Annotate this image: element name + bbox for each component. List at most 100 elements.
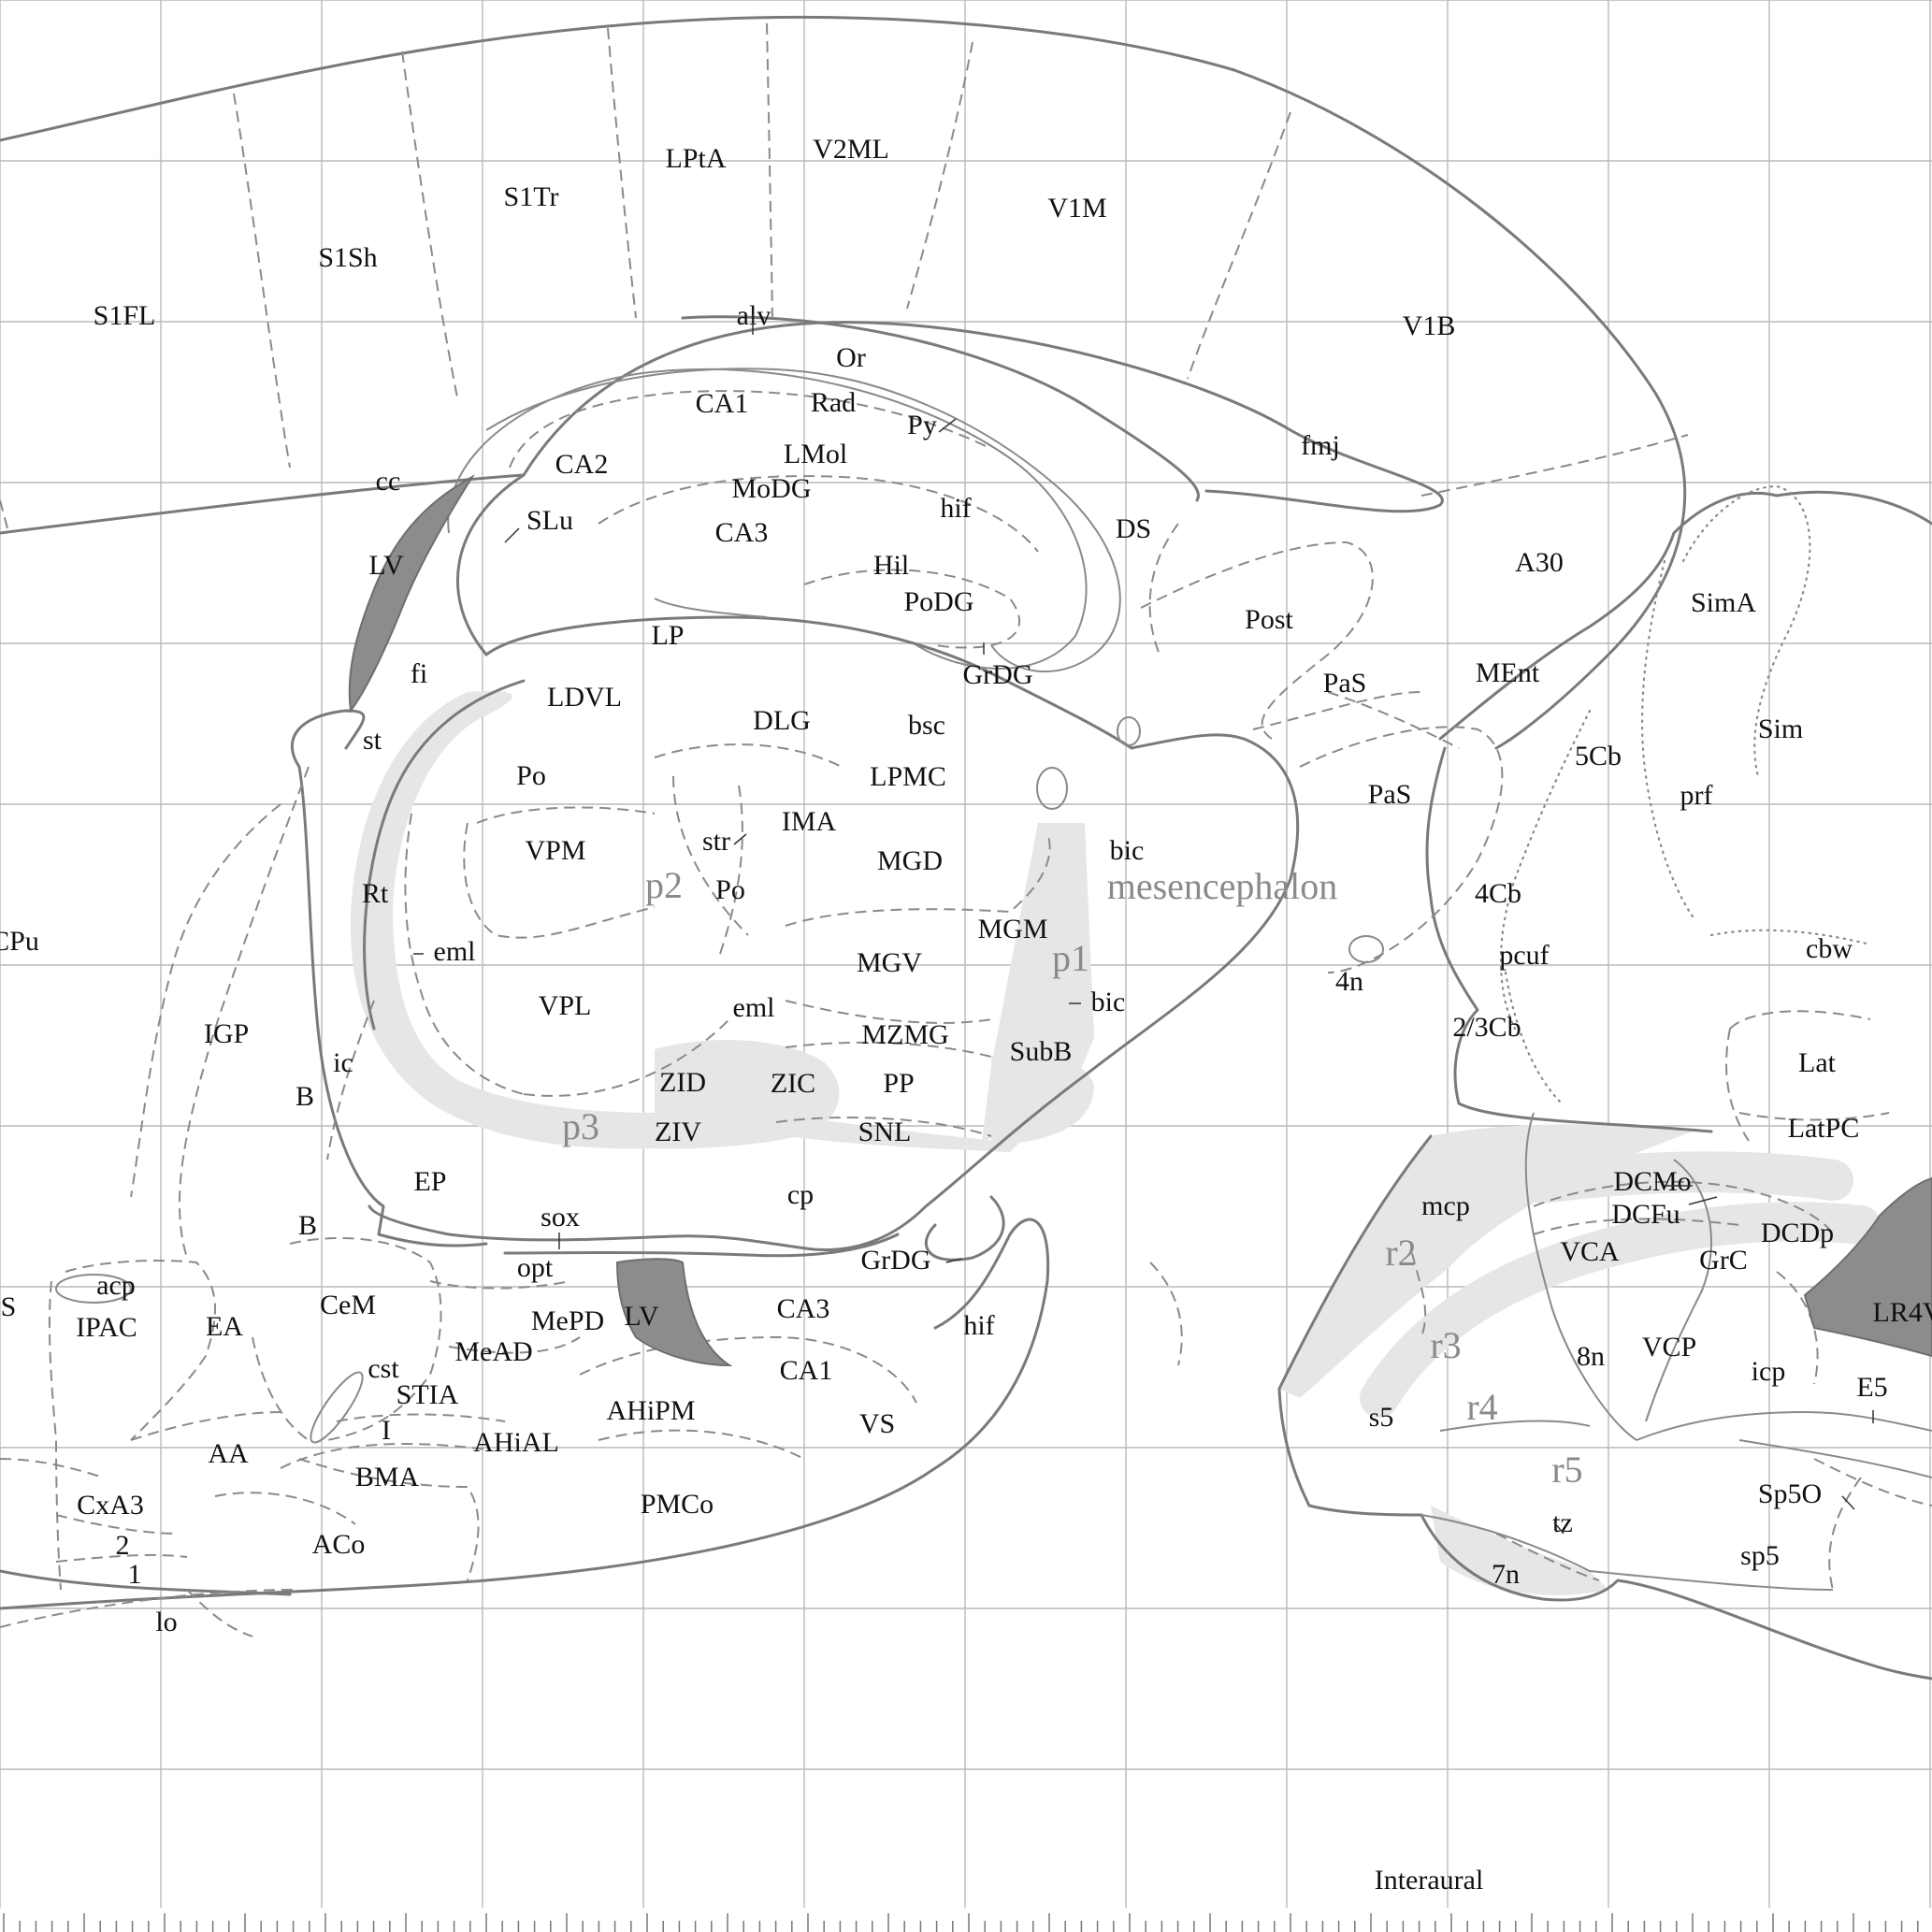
region-label-ziv: ZIV	[655, 1117, 701, 1147]
region-label-b: B	[296, 1081, 314, 1112]
region-label-or: Or	[836, 342, 866, 373]
region-label-opt: opt	[517, 1252, 554, 1283]
region-label-ipac: IPAC	[76, 1312, 137, 1343]
region-label-grdg: GrDG	[963, 659, 1033, 690]
region-label-s5: s5	[1369, 1402, 1394, 1433]
region-label-bma: BMA	[355, 1462, 420, 1492]
region-label-ca2: CA2	[555, 449, 609, 480]
region-label-po: Po	[516, 760, 546, 791]
region-label-vs: VS	[859, 1408, 895, 1439]
region-label-bsc: bsc	[908, 710, 945, 741]
region-label-s1sh: S1Sh	[318, 242, 377, 273]
region-label-cbw: cbw	[1806, 933, 1853, 964]
region-label-eml: eml	[434, 936, 476, 967]
region-label-modg: MoDG	[731, 473, 811, 504]
region-label-cxa3: CxA3	[77, 1490, 144, 1521]
region-label-prf: prf	[1680, 780, 1713, 811]
region-label-eml2: eml	[733, 992, 775, 1023]
region-label-lp: LP	[651, 620, 684, 651]
region-label-aco: ACo	[312, 1529, 366, 1560]
region-label-pmco: PMCo	[641, 1489, 714, 1520]
segment-label-r2: r2	[1385, 1232, 1416, 1274]
region-label-lmol: LMol	[784, 439, 847, 469]
region-label-mgm: MGM	[977, 914, 1047, 944]
region-label-7n: 7n	[1492, 1559, 1520, 1590]
segment-bands	[350, 690, 1881, 1595]
region-label-bic: bic	[1110, 835, 1145, 866]
region-label-latpc: LatPC	[1788, 1113, 1860, 1144]
region-label-dcfu: DCFu	[1611, 1199, 1680, 1230]
region-label-ca1: CA1	[696, 388, 749, 419]
region-label-po2: Po	[715, 874, 745, 905]
segment-label-p2: p2	[645, 864, 683, 906]
region-label-ep: EP	[413, 1166, 446, 1197]
region-label-pas2: PaS	[1368, 779, 1412, 810]
region-label-vpm: VPM	[525, 835, 585, 866]
region-label-a30: A30	[1515, 547, 1564, 578]
region-label-icp: icp	[1752, 1356, 1786, 1387]
cerebellar-lobule-outlines	[1499, 484, 1872, 1105]
ventricles	[55, 474, 1932, 1444]
region-label-sox: sox	[541, 1202, 580, 1233]
region-label-acp: acp	[96, 1270, 136, 1301]
region-label-fi: fi	[411, 658, 427, 689]
region-label-s1fl: S1FL	[94, 300, 156, 331]
segment-label-p3: p3	[562, 1105, 599, 1147]
region-label-hil: Hil	[873, 550, 909, 581]
region-label-ca3: CA3	[715, 517, 769, 548]
region-label-pp: PP	[883, 1068, 914, 1099]
region-label-podg: PoDG	[903, 586, 973, 617]
region-label-v1m: V1M	[1047, 193, 1106, 223]
region-label-snl: SNL	[858, 1117, 912, 1147]
region-label-8n: 8n	[1577, 1341, 1605, 1372]
region-label-grdg2: GrDG	[861, 1245, 931, 1276]
region-label-mepd: MePD	[531, 1305, 604, 1336]
region-label-vca: VCA	[1560, 1236, 1620, 1267]
region-label-s: S	[1, 1291, 17, 1322]
region-label-cem: CeM	[320, 1290, 376, 1320]
bottom-ruler-ticks	[3, 1913, 1919, 1932]
segment-label-mesencephalon: mesencephalon	[1107, 865, 1338, 907]
region-label-vcp: VCP	[1642, 1332, 1696, 1362]
region-label-hif2: hif	[963, 1310, 994, 1341]
region-label-rad: Rad	[811, 387, 856, 418]
region-label-ds: DS	[1116, 513, 1151, 544]
region-label-post: Post	[1245, 604, 1293, 635]
region-label-st: st	[363, 725, 382, 756]
region-label-b2: B	[298, 1210, 317, 1241]
region-label-tz: tz	[1552, 1507, 1573, 1538]
region-label-n1: 1	[128, 1559, 142, 1590]
region-label-mzmg: MZMG	[861, 1019, 948, 1050]
region-label-subb: SubB	[1010, 1036, 1073, 1067]
region-label-lpta: LPtA	[665, 143, 726, 174]
region-label-lr4v: LR4V	[1873, 1297, 1932, 1328]
region-label-e5: E5	[1856, 1372, 1887, 1403]
region-label-stia: STIA	[396, 1379, 459, 1410]
region-label-mgv: MGV	[857, 947, 922, 978]
region-label-hif: hif	[940, 493, 971, 524]
region-label-ca3b: CA3	[777, 1293, 830, 1324]
region-label-grc: GrC	[1699, 1245, 1748, 1276]
segment-label-p1: p1	[1052, 937, 1089, 979]
region-label-i: I	[382, 1415, 391, 1446]
region-label-zic: ZIC	[771, 1068, 815, 1099]
region-label-mgd: MGD	[877, 845, 943, 876]
region-label-ea: EA	[206, 1311, 243, 1342]
region-label-aa: AA	[208, 1438, 249, 1469]
region-label-mead: MeAD	[454, 1336, 532, 1367]
region-label-4n: 4n	[1335, 966, 1363, 997]
region-label-fmj: fmj	[1301, 430, 1340, 461]
region-label-vpl: VPL	[539, 990, 592, 1021]
region-label-lv: LV	[368, 550, 404, 581]
region-label-mcp: mcp	[1421, 1190, 1470, 1221]
region-label-str: str	[702, 826, 730, 857]
region-label-cpu: CPu	[0, 926, 39, 957]
region-label-pcuf: pcuf	[1499, 940, 1549, 971]
region-label-23cb: 2/3Cb	[1452, 1012, 1521, 1043]
region-label-ahial: AHiAL	[473, 1427, 559, 1458]
region-label-sim: Sim	[1758, 714, 1803, 744]
region-label-ment: MEnt	[1476, 657, 1540, 688]
